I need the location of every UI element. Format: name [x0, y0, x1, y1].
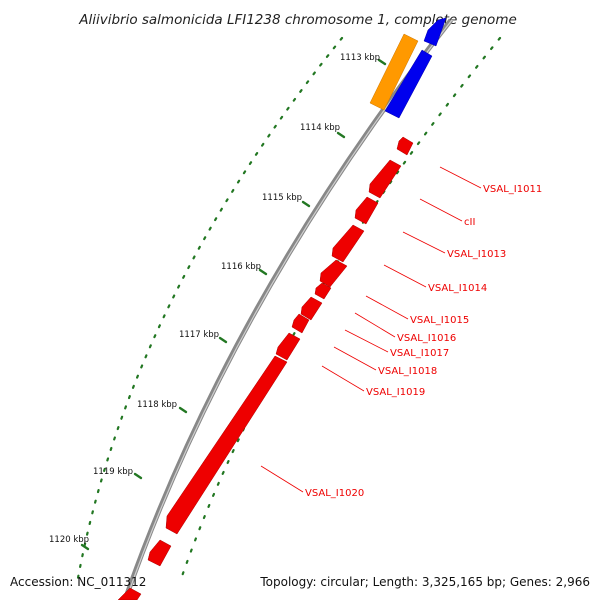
gene-blue [384, 49, 433, 119]
gene-arrow [165, 355, 288, 535]
gene-label: VSAL_I1016 [397, 333, 456, 344]
gene-orange [369, 33, 419, 111]
gene-arrow [291, 313, 310, 334]
map-title: Aliivibrio salmonicida LFI1238 chromosom… [78, 12, 517, 28]
gene-arrow [117, 587, 142, 600]
accession-text: Accession: NC_011312 [10, 575, 146, 589]
scale-label: 1114 kbp [300, 123, 340, 133]
gene-label: VSAL_I1020 [305, 488, 364, 499]
gene-arrow [396, 136, 414, 156]
gene-label-lines [260, 166, 482, 493]
gene-blue [423, 17, 447, 47]
gene-arrow [147, 539, 172, 567]
gene-label: VSAL_I1018 [378, 366, 437, 377]
gene-label: VSAL_I1017 [390, 348, 449, 359]
gene-label: VSAL_I1013 [447, 249, 506, 260]
genome-backbone [122, 18, 453, 600]
gene-label: VSAL_I1011 [483, 184, 542, 195]
gene-arrow [319, 259, 348, 288]
scale-label: 1116 kbp [221, 262, 261, 272]
gene-arrow [331, 224, 365, 263]
gene-labels: VSAL_I1011 cII VSAL_I1013 VSAL_I1014 VSA… [305, 184, 542, 499]
inner-track [178, 36, 502, 584]
gene-label: VSAL_I1014 [428, 283, 487, 294]
gene-arrow [300, 296, 323, 321]
gene-label: cII [464, 217, 475, 228]
scale-label: 1113 kbp [340, 53, 380, 63]
reverse-genes [117, 136, 414, 600]
forward-genes [369, 17, 447, 119]
gene-arrow [368, 159, 402, 199]
scale-label: 1119 kbp [93, 467, 133, 477]
genome-summary-text: Topology: circular; Length: 3,325,165 bp… [259, 575, 590, 589]
scale-ticks [80, 58, 387, 551]
gene-label: VSAL_I1019 [366, 387, 425, 398]
scale-label: 1115 kbp [262, 193, 302, 203]
gene-label: VSAL_I1015 [410, 315, 469, 326]
scale-track [76, 36, 344, 580]
scale-label: 1117 kbp [179, 330, 219, 340]
gene-arrow [275, 332, 301, 361]
scale-label: 1120 kbp [49, 535, 89, 545]
gene-arrow [354, 196, 379, 225]
scale-labels: 1113 kbp 1114 kbp 1115 kbp 1116 kbp 1117… [49, 53, 380, 545]
scale-label: 1118 kbp [137, 400, 177, 410]
gene-arrow [314, 282, 332, 300]
